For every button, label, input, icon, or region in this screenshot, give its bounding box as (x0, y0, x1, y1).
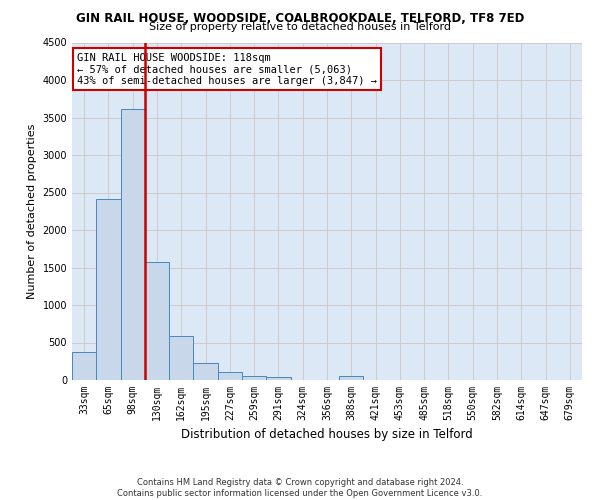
Bar (121, 108, 145, 380)
Text: Contains HM Land Registry data © Crown copyright and database right 2024.
Contai: Contains HM Land Registry data © Crown c… (118, 478, 482, 498)
Bar (242, 376, 266, 380)
X-axis label: Distribution of detached houses by size in Telford: Distribution of detached houses by size … (181, 428, 473, 442)
Bar (339, 376, 364, 380)
Bar (145, 262, 169, 380)
Bar (96, 198, 121, 380)
Bar (266, 378, 290, 380)
Bar (218, 372, 242, 380)
Text: GIN RAIL HOUSE WOODSIDE: 118sqm
← 57% of detached houses are smaller (5,063)
43%: GIN RAIL HOUSE WOODSIDE: 118sqm ← 57% of… (77, 52, 377, 86)
Bar (169, 336, 193, 380)
Bar (72, 352, 96, 380)
Bar (193, 363, 218, 380)
Text: Size of property relative to detached houses in Telford: Size of property relative to detached ho… (149, 22, 451, 32)
Text: GIN RAIL HOUSE, WOODSIDE, COALBROOKDALE, TELFORD, TF8 7ED: GIN RAIL HOUSE, WOODSIDE, COALBROOKDALE,… (76, 12, 524, 26)
Y-axis label: Number of detached properties: Number of detached properties (27, 124, 37, 299)
